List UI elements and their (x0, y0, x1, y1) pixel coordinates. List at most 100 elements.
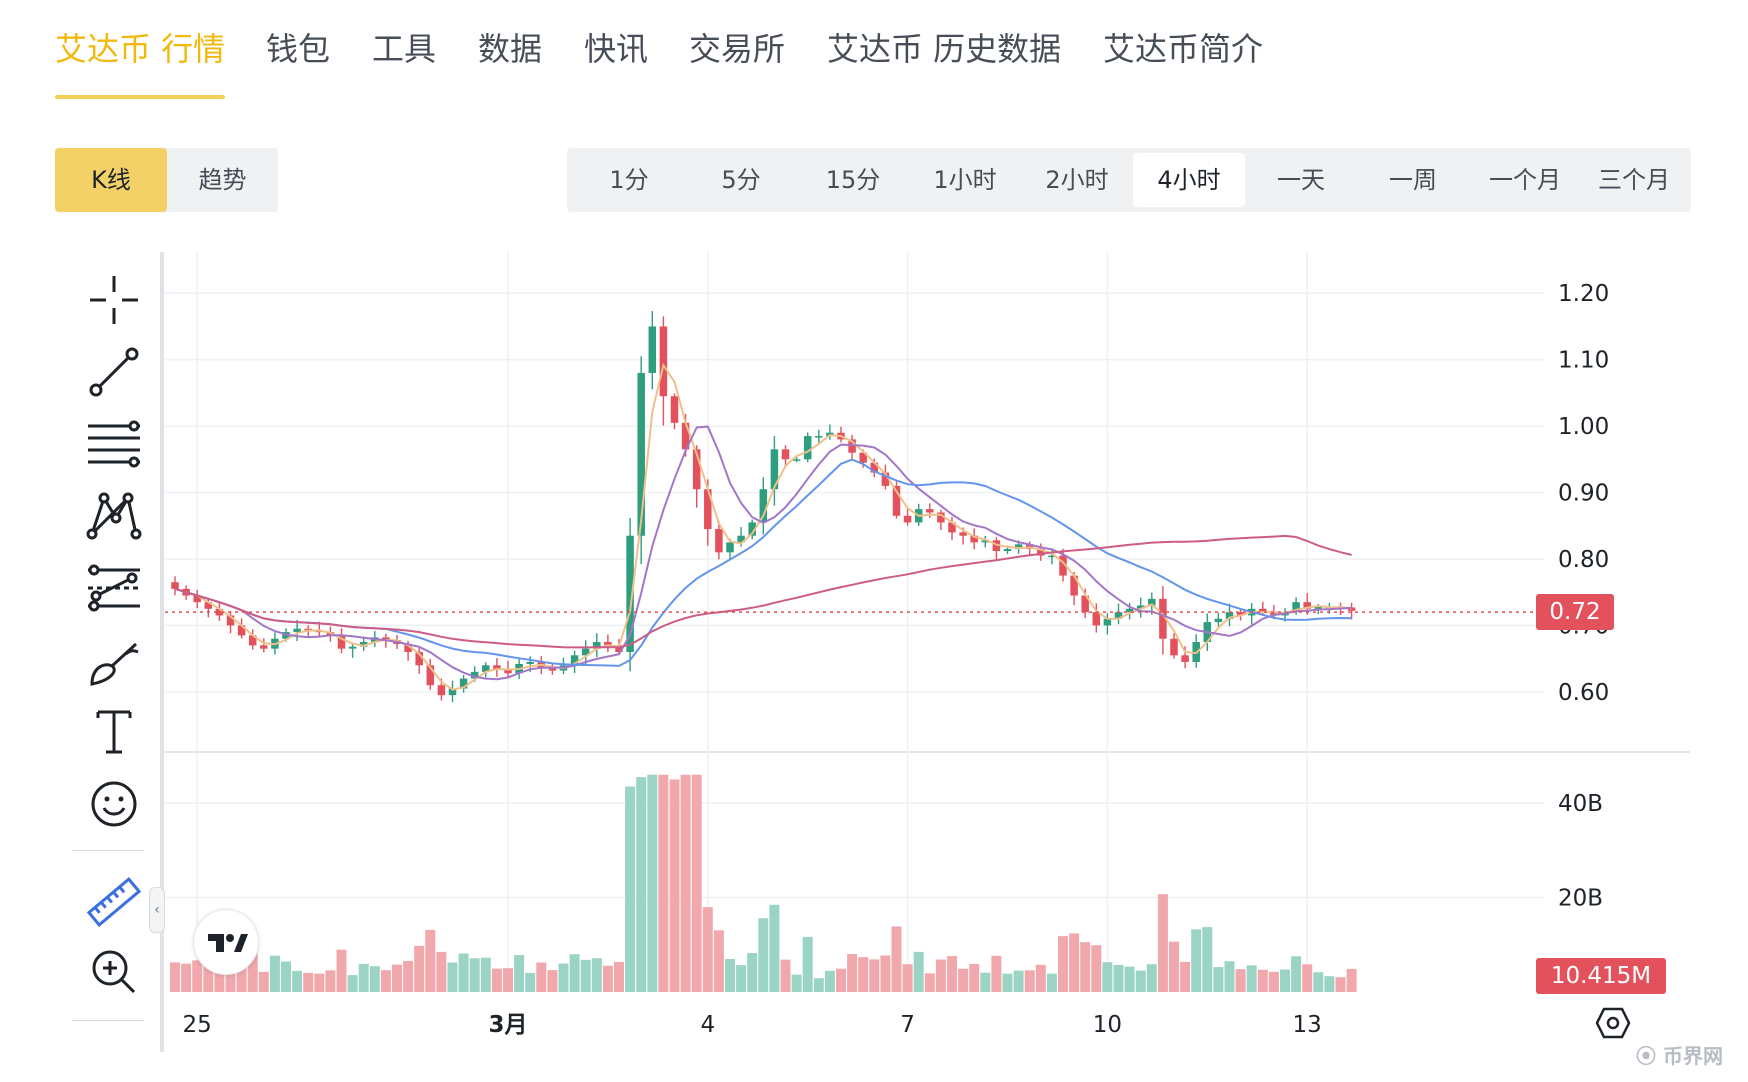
price-tick-label: 1.20 (1558, 281, 1609, 307)
interval-1m[interactable]: 1分 (609, 166, 649, 194)
volume-bar (1280, 969, 1290, 992)
volume-bar (691, 774, 702, 992)
volume-bar (1002, 973, 1013, 992)
price-tick-label: 1.10 (1558, 348, 1609, 374)
volume-bar (1146, 964, 1157, 992)
candle-body (881, 472, 890, 486)
candle-body (382, 637, 390, 641)
price-tick-label: 1.00 (1558, 414, 1609, 440)
volume-bar (1035, 964, 1046, 992)
volume-bar (214, 963, 225, 992)
collapse-toolbar-button[interactable]: ‹ (149, 887, 165, 933)
interval-1w[interactable]: 一周 (1389, 166, 1437, 194)
brush-icon[interactable] (82, 628, 146, 692)
tradingview-logo[interactable] (193, 909, 259, 975)
tab-intro[interactable]: 艾达币简介 (1103, 30, 1264, 68)
candle-body (1081, 595, 1089, 613)
candle-body (1136, 605, 1145, 609)
candle-body (359, 642, 368, 647)
candle-body (748, 522, 756, 536)
candle-body (581, 648, 590, 656)
toolbar-separator (72, 850, 144, 851)
interval-2h[interactable]: 2小时 (1045, 166, 1109, 194)
volume-bar (1268, 971, 1279, 992)
tab-news[interactable]: 快讯 (584, 30, 649, 68)
candle-body (859, 452, 867, 463)
volume-bar (247, 953, 258, 992)
zoom-in-icon[interactable] (82, 940, 146, 1004)
tab-history[interactable]: 艾达币 历史数据 (827, 30, 1062, 68)
candle-body (237, 625, 246, 636)
volume-bar (1180, 961, 1191, 992)
volume-bar (1202, 927, 1213, 992)
interval-4h[interactable]: 4小时 (1133, 153, 1245, 207)
prediction-icon[interactable] (82, 556, 146, 620)
ma-fast-line (174, 362, 1352, 691)
fib-retracement-icon[interactable] (82, 412, 146, 476)
tab-market[interactable]: 艾达币 行情 (55, 30, 226, 68)
interval-5m[interactable]: 5分 (721, 166, 761, 194)
volume-bar (625, 786, 636, 992)
volume-bar (436, 951, 447, 992)
volume-bar (414, 945, 425, 992)
candle-body (792, 459, 801, 461)
candle-body (260, 645, 268, 649)
candle-body (803, 436, 812, 460)
volume-bar (303, 972, 314, 992)
watermark-logo: ⦿ 币界网 (1636, 1044, 1723, 1068)
tab-exchanges[interactable]: 交易所 (689, 30, 786, 68)
volume-bar (558, 963, 569, 992)
candle-body (1092, 612, 1101, 626)
kline-button[interactable]: K线 (55, 148, 167, 212)
trendline-icon[interactable] (82, 340, 146, 404)
candle-body (970, 535, 978, 543)
time-tick-label: 13 (1293, 1012, 1322, 1038)
volume-tick-label: 40B (1558, 791, 1603, 817)
interval-1d[interactable]: 一天 (1277, 166, 1325, 194)
volume-bar (869, 959, 880, 992)
tab-data[interactable]: 数据 (478, 30, 543, 68)
volume-bar (292, 970, 303, 992)
volume-bar (891, 926, 902, 992)
volume-bar (713, 930, 724, 992)
volume-bar (170, 962, 180, 992)
interval-1h[interactable]: 1小时 (933, 166, 997, 194)
time-tick-label: 25 (183, 1012, 212, 1038)
volume-bar (503, 968, 513, 992)
time-tick-label: 10 (1093, 1012, 1122, 1038)
trend-button[interactable]: 趋势 (198, 166, 247, 194)
volume-bar (1291, 956, 1302, 992)
crosshair-icon[interactable] (82, 268, 146, 332)
volume-bar (1213, 967, 1224, 992)
volume-bar (269, 955, 280, 992)
volume-bar (791, 974, 802, 992)
interval-1mo[interactable]: 一个月 (1489, 166, 1561, 194)
candle-body (726, 542, 734, 553)
ruler-icon[interactable] (82, 870, 146, 934)
volume-bar (813, 978, 824, 992)
volume-bar (669, 779, 680, 992)
pattern-icon[interactable] (82, 484, 146, 548)
candle-body (482, 665, 490, 672)
volume-bar (580, 959, 591, 992)
volume-bar (1013, 970, 1024, 992)
emoji-icon[interactable] (82, 772, 146, 836)
volume-bar (458, 953, 469, 992)
chart-settings-icon[interactable] (1595, 1005, 1631, 1041)
candle-body (637, 372, 645, 536)
volume-bar (802, 936, 813, 992)
text-icon[interactable] (82, 700, 146, 764)
interval-15m[interactable]: 15分 (825, 166, 881, 194)
volume-bar (1113, 964, 1124, 992)
candle-body (759, 489, 768, 523)
moving-averages (165, 362, 1536, 691)
volume-bar (636, 777, 647, 992)
volume-bar (769, 904, 780, 992)
candle-body (659, 326, 668, 397)
tab-wallet[interactable]: 钱包 (266, 30, 331, 68)
interval-3mo[interactable]: 三个月 (1598, 166, 1670, 194)
tab-tools[interactable]: 工具 (372, 30, 437, 68)
candle-body (870, 462, 879, 473)
candle-body (1292, 602, 1300, 613)
